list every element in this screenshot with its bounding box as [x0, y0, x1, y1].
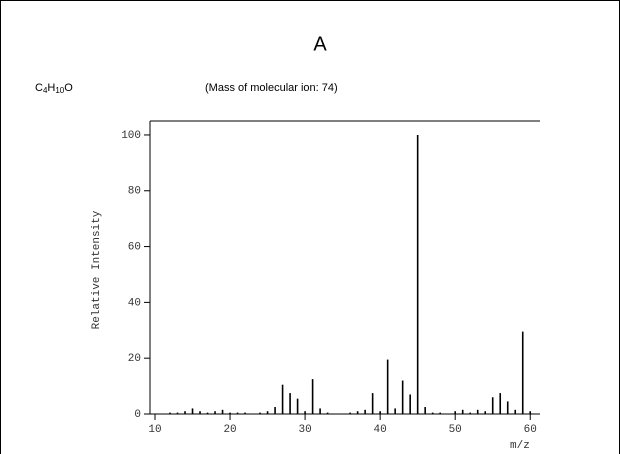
formula: C4H10O — [35, 82, 73, 95]
y-tick-label: 60 — [128, 241, 141, 253]
x-axis-label: m/z — [510, 440, 530, 452]
x-tick-label: 10 — [148, 424, 161, 436]
y-tick-label: 40 — [128, 297, 141, 309]
y-tick-label: 0 — [134, 409, 141, 421]
y-axis-label: Relative Intensity — [91, 210, 103, 329]
y-tick-label: 20 — [128, 353, 141, 365]
y-tick-label: 100 — [121, 130, 141, 142]
x-tick-label: 30 — [298, 424, 311, 436]
formula-part: O — [64, 82, 73, 94]
formula-part: H — [47, 82, 55, 94]
x-tick-label: 50 — [449, 424, 462, 436]
chart-title: A — [313, 33, 327, 55]
formula-part: C — [35, 82, 43, 94]
subtitle: (Mass of molecular ion: 74) — [205, 82, 338, 94]
x-tick-label: 40 — [374, 424, 387, 436]
x-tick-label: 20 — [223, 424, 236, 436]
formula-part: 10 — [55, 86, 64, 95]
formula-part: 4 — [43, 86, 48, 95]
x-tick-label: 60 — [524, 424, 537, 436]
y-tick-label: 80 — [128, 186, 141, 198]
